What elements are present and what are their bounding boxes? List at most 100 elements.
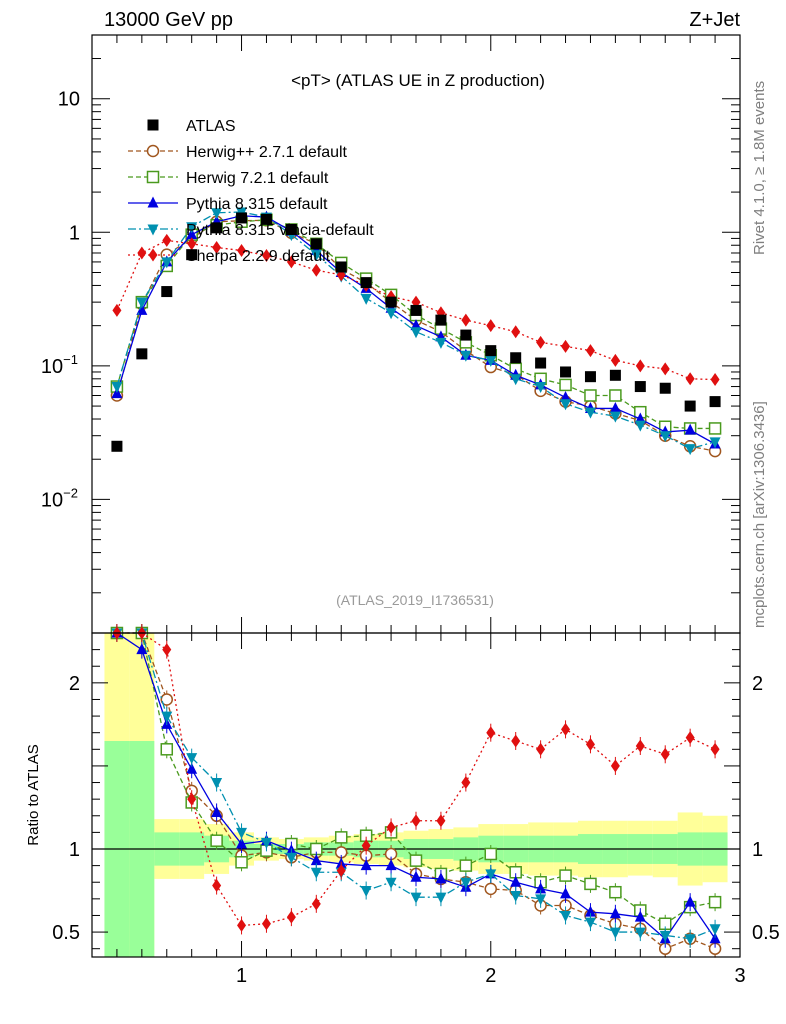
series-3-point (634, 420, 646, 432)
ratio-y-label: Ratio to ATLAS (25, 744, 42, 845)
series-4-ratio-point (187, 792, 197, 806)
series-2-ratio-point (211, 805, 223, 817)
series-4-point (261, 249, 271, 263)
series-3-ratio-point (584, 917, 596, 929)
legend-marker (147, 196, 159, 208)
energy-label: 13000 GeV pp (104, 9, 233, 31)
series-4-ratio-point (710, 742, 720, 756)
series-3-ratio-point (709, 924, 721, 936)
series-3-ratio-point (684, 934, 696, 946)
series-3-ratio-point (410, 892, 422, 904)
x-tick-labels: 1 2 3 (236, 965, 746, 987)
series-1-ratio-point (409, 854, 423, 867)
atlas-data-point (485, 345, 497, 357)
series-2-ratio-point (310, 854, 322, 866)
series-4-ratio-point (212, 879, 222, 893)
series-3-point (485, 355, 497, 367)
series-4-ratio-point (585, 737, 595, 751)
atlas-data-point (186, 249, 198, 261)
series-2-ratio-point (410, 870, 422, 882)
series-3-ratio-point (510, 891, 522, 903)
series-3-ratio-point (186, 753, 198, 765)
series-2-point (560, 390, 572, 402)
process-label: Z+Jet (689, 9, 740, 31)
series-4-point (237, 244, 247, 258)
series-4-ratio-point (610, 759, 620, 773)
series-4-ratio-point (411, 814, 421, 828)
series-2-ratio-point (560, 887, 572, 899)
series-3-ratio-point (360, 886, 372, 898)
series-2-point (684, 423, 696, 435)
series-0-ratio-point (160, 693, 174, 706)
series-1-point (609, 389, 622, 402)
ratio-y-tick-label: 1 (69, 839, 80, 861)
series-1-ratio-point (609, 885, 622, 899)
series-4-point (561, 339, 571, 353)
series-2-ratio-point (584, 905, 596, 917)
series-4-point (610, 353, 620, 367)
series-2-ratio-point (609, 907, 621, 919)
series-3-ratio-point (485, 869, 497, 881)
rivet-label: Rivet 4.1.0, ≥ 1.8M events (751, 81, 768, 255)
series-3-point (360, 293, 372, 305)
main-y-tick-label: 10−2 (41, 485, 78, 511)
atlas-data-point (385, 296, 397, 308)
series-2-point (186, 228, 198, 240)
series-4-point (635, 359, 645, 373)
series-3-point (211, 208, 223, 220)
ratio-y-tick-label-right: 2 (752, 673, 763, 695)
atlas-data-points (111, 212, 721, 452)
series-2-ratio-point (535, 882, 547, 894)
atlas-data-point (335, 261, 347, 273)
series-3-point (535, 382, 547, 394)
legend-marker (148, 248, 158, 262)
series-3-ratio-point (260, 837, 272, 849)
atlas-data-point (161, 286, 173, 298)
main-y-tick-label: 1 (69, 222, 80, 244)
atlas-data-point (684, 400, 696, 412)
series-1-ratio-point (484, 847, 498, 861)
series-3-ratio-point (435, 892, 447, 904)
series-4-ratio-point (237, 918, 247, 932)
ratio-y-tick-label-right: 1 (752, 839, 763, 861)
main-series-layer (110, 207, 722, 458)
atlas-data-point (460, 329, 472, 341)
analysis-label: (ATLAS_2019_I1736531) (336, 592, 494, 608)
series-3-ratio-point (634, 927, 646, 939)
legend-label: Sherpa 2.2.9 default (186, 248, 331, 265)
series-1-ratio-point (235, 856, 248, 869)
legend: ATLAS Herwig++ 2.7.1 default Herwig 7.2.1 … (128, 118, 374, 265)
atlas-data-point (709, 396, 721, 408)
atlas-data-point (136, 348, 148, 360)
series-3-ratio-point (609, 927, 621, 939)
series-4-point (212, 240, 222, 254)
series-3-point (385, 308, 397, 320)
series-2-ratio-point (385, 859, 397, 871)
series-3-point (560, 399, 572, 411)
series-1-point (559, 378, 572, 392)
atlas-data-point (584, 371, 596, 383)
ratio-panel-frame (91, 632, 741, 958)
ratio-series-layer (110, 624, 722, 958)
series-4-point (461, 313, 471, 327)
series-4-ratio-point (660, 747, 670, 761)
legend-marker (146, 170, 160, 184)
series-4-ratio-point (386, 820, 396, 834)
series-4-ratio-point (461, 776, 471, 790)
series-3-point (186, 222, 198, 234)
series-3-point (684, 444, 696, 456)
atlas-data-point (310, 238, 322, 250)
series-4-point (286, 255, 296, 269)
series-4-ratio-point (261, 917, 271, 931)
series-2-ratio-point (236, 837, 248, 849)
series-4-point (311, 263, 321, 277)
series-4-ratio-point (685, 731, 695, 745)
series-2-ratio-point (186, 762, 198, 774)
series-4-point (710, 373, 720, 387)
series-4-point (137, 246, 147, 260)
series-3-point (161, 257, 173, 269)
atlas-data-point (535, 357, 547, 369)
series-3-ratio-point (161, 711, 173, 723)
series-1-point (584, 389, 597, 402)
